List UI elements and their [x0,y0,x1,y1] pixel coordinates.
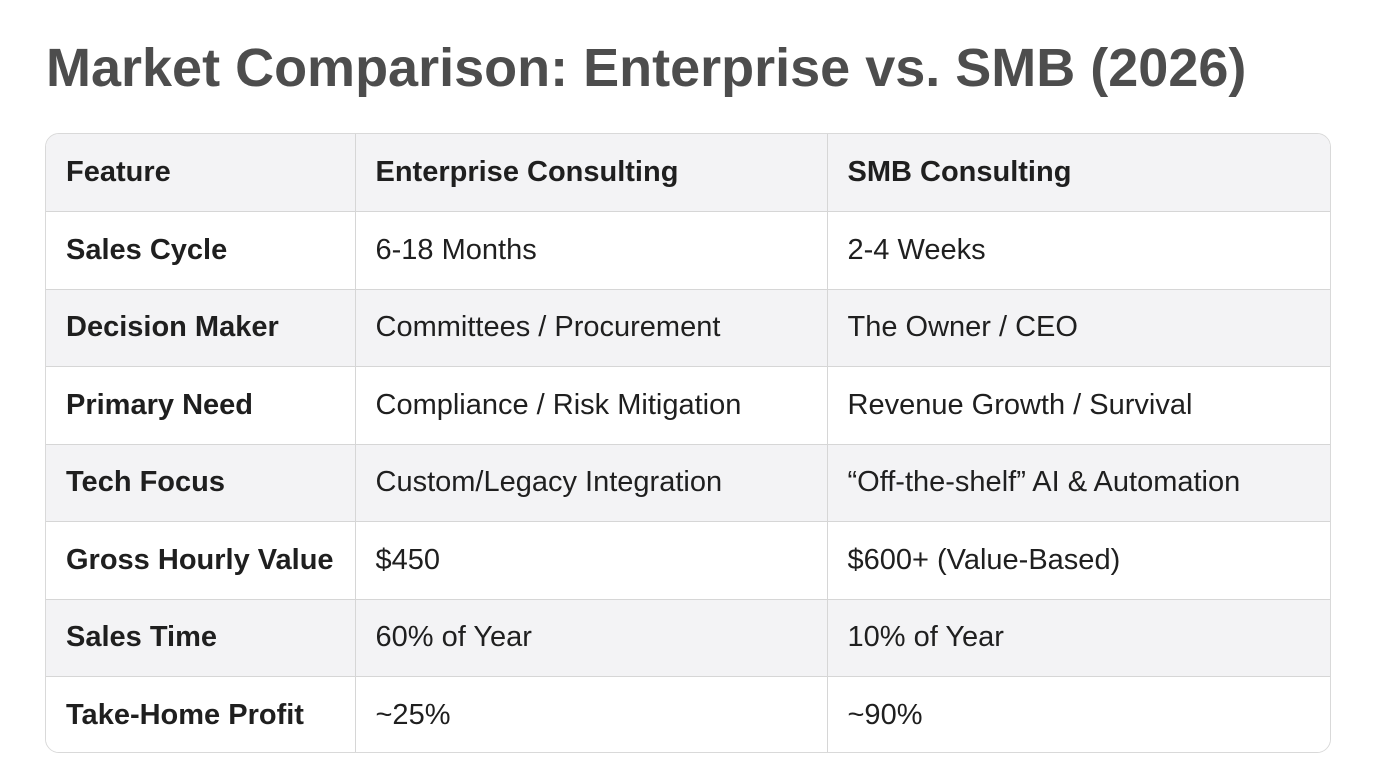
table-row: Tech Focus Custom/Legacy Integration “Of… [46,444,1330,522]
table-row: Primary Need Compliance / Risk Mitigatio… [46,366,1330,445]
row-feature-cell: Gross Hourly Value [46,521,356,600]
row-smb-cell: ~90% [827,676,1330,752]
header-smb: SMB Consulting [827,134,1330,212]
row-enterprise-cell: 6-18 Months [355,211,828,290]
table-row: Sales Time 60% of Year 10% of Year [46,599,1330,677]
comparison-table: Feature Enterprise Consulting SMB Consul… [46,134,1330,752]
header-enterprise: Enterprise Consulting [355,134,828,212]
row-feature-cell: Sales Time [46,599,356,677]
row-enterprise-cell: Custom/Legacy Integration [355,444,828,522]
row-feature-cell: Tech Focus [46,444,356,522]
row-enterprise-cell: Committees / Procurement [355,289,828,367]
table-header-row: Feature Enterprise Consulting SMB Consul… [46,134,1330,212]
row-smb-cell: 10% of Year [827,599,1330,677]
row-smb-cell: Revenue Growth / Survival [827,366,1330,445]
row-enterprise-cell: Compliance / Risk Mitigation [355,366,828,445]
row-feature-cell: Decision Maker [46,289,356,367]
row-enterprise-cell: $450 [355,521,828,600]
table-row: Gross Hourly Value $450 $600+ (Value-Bas… [46,521,1330,600]
row-feature-cell: Sales Cycle [46,211,356,290]
row-enterprise-cell: 60% of Year [355,599,828,677]
table-row: Decision Maker Committees / Procurement … [46,289,1330,367]
row-feature-cell: Primary Need [46,366,356,445]
row-smb-cell: “Off-the-shelf” AI & Automation [827,444,1330,522]
row-smb-cell: The Owner / CEO [827,289,1330,367]
table-row: Sales Cycle 6-18 Months 2-4 Weeks [46,211,1330,290]
row-feature-cell: Take-Home Profit [46,676,356,752]
row-smb-cell: 2-4 Weeks [827,211,1330,290]
header-feature: Feature [46,134,356,212]
row-smb-cell: $600+ (Value-Based) [827,521,1330,600]
row-enterprise-cell: ~25% [355,676,828,752]
table-row: Take-Home Profit ~25% ~90% [46,676,1330,752]
page-title: Market Comparison: Enterprise vs. SMB (2… [46,38,1247,98]
comparison-table-container: Feature Enterprise Consulting SMB Consul… [45,133,1331,753]
